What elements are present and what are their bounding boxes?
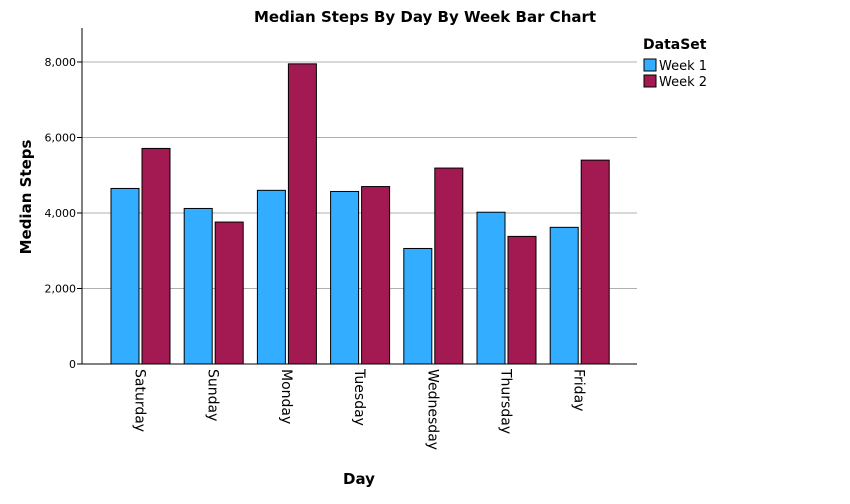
axes — [81, 28, 637, 365]
y-axis-title: Median Steps — [17, 140, 35, 255]
bar-week-2-wednesday — [434, 167, 464, 365]
bar-week-2-monday — [287, 63, 317, 365]
bar-week-1-monday — [256, 189, 286, 365]
bars — [110, 63, 610, 365]
bar-week-1-wednesday — [403, 247, 433, 365]
x-tick-label: Sunday — [205, 369, 221, 421]
y-tick-label: 0 — [69, 358, 76, 371]
bar-week-1-thursday — [476, 211, 506, 365]
x-tick-label: Thursday — [498, 368, 514, 434]
bar-week-1-saturday — [110, 187, 140, 365]
y-axis-ticks: 0 2,000 4,000 6,000 8,000 — [45, 56, 82, 371]
x-tick-label: Monday — [278, 369, 294, 424]
x-tick-label: Saturday — [132, 369, 148, 432]
bar-week-2-friday — [580, 159, 610, 365]
y-tick-label: 8,000 — [45, 56, 77, 69]
bar-week-2-sunday — [214, 221, 244, 365]
legend-label: Week 1 — [659, 59, 707, 74]
x-tick-label: Tuesday — [351, 368, 367, 426]
x-axis-title: Day — [343, 470, 375, 488]
chart-title: Median Steps By Day By Week Bar Chart — [254, 8, 596, 26]
y-tick-label: 4,000 — [45, 207, 77, 220]
bar-week-2-thursday — [507, 235, 537, 365]
y-tick-label: 2,000 — [45, 282, 77, 295]
legend-swatch — [643, 74, 657, 88]
bar-week-1-tuesday — [330, 190, 360, 365]
x-axis-ticks: Saturday Sunday Monday Tuesday Wednesday Thur… — [132, 368, 587, 450]
y-tick-label: 6,000 — [45, 131, 77, 144]
legend-title: DataSet — [643, 37, 707, 53]
bar-week-2-tuesday — [361, 186, 391, 365]
x-tick-label: Wednesday — [424, 369, 440, 450]
bar-week-1-friday — [549, 226, 579, 365]
legend-swatch — [643, 58, 657, 72]
bar-week-2-saturday — [141, 147, 171, 365]
gridlines — [82, 61, 637, 289]
x-tick-label: Friday — [571, 369, 587, 411]
legend-label: Week 2 — [659, 75, 707, 90]
bar-week-1-sunday — [183, 207, 213, 365]
